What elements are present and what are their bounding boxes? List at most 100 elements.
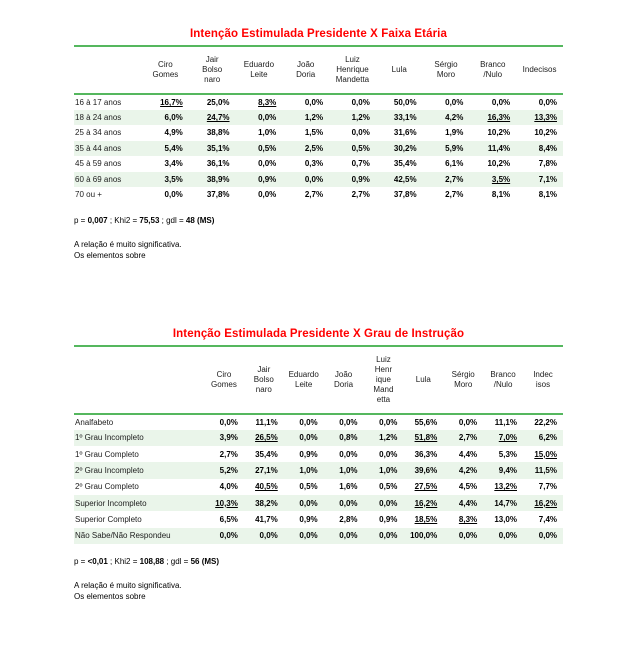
- value-cell: 5,2%: [219, 466, 238, 476]
- value-cell: 0,0%: [258, 159, 277, 169]
- row-label: Analfabeto: [75, 417, 114, 427]
- value-cell: 100,0%: [410, 531, 438, 541]
- value-cell: 16,2%: [534, 498, 557, 508]
- value-cell: 35,1%: [206, 143, 230, 153]
- value-cell: 37,8%: [206, 190, 230, 200]
- note-significance: A relação é muito significativa.: [74, 239, 182, 249]
- column-header: João Doria: [334, 369, 354, 389]
- value-cell: 0,5%: [379, 482, 398, 492]
- value-cell: 18,5%: [414, 514, 438, 524]
- value-cell: 41,7%: [255, 514, 278, 524]
- value-cell: 0,0%: [351, 128, 370, 138]
- value-cell: 0,0%: [339, 417, 358, 427]
- value-cell: 1,0%: [299, 466, 318, 476]
- table-row: Não Sabe/Não Respondeu 0,0% 0,0% 0,0% 0,0% 0,…: [74, 527, 563, 544]
- value-cell: 4,9%: [164, 128, 183, 138]
- value-cell: 26,5%: [255, 433, 278, 443]
- notes-grau-instrucao: A relação é muito significativa. Os elem…: [74, 580, 563, 603]
- value-cell: 38,9%: [206, 174, 230, 184]
- row-label: 1º Grau Completo: [75, 449, 139, 459]
- value-cell: 0,0%: [379, 498, 398, 508]
- value-cell: 8,4%: [538, 143, 557, 153]
- table-row: 35 à 44 anos 5,4% 35,1% 0,5% 2,5% 0,5% 30,2% 5,…: [74, 140, 563, 156]
- stat-value: 56: [190, 556, 200, 566]
- value-cell: 6,0%: [164, 112, 183, 122]
- value-cell: 11,4%: [487, 143, 511, 153]
- value-cell: 0,0%: [299, 498, 318, 508]
- value-cell: 8,3%: [258, 97, 277, 107]
- value-cell: 3,5%: [164, 174, 183, 184]
- row-label: 60 à 69 anos: [75, 174, 122, 184]
- note-elements: Os elementos sobre: [74, 592, 146, 602]
- value-cell: 1,5%: [304, 128, 324, 138]
- value-cell: 25,0%: [206, 97, 230, 107]
- value-cell: 0,0%: [299, 417, 318, 427]
- value-cell: 36,3%: [414, 449, 438, 459]
- value-cell: 0,0%: [339, 531, 358, 541]
- table-row: Analfabeto 0,0% 11,1% 0,0% 0,0% 0,0% 55,6% 0,0%…: [74, 414, 563, 430]
- section-faixa-etaria: Intenção Estimulada Presidente X Faixa E…: [74, 0, 563, 262]
- value-cell: 7,1%: [538, 174, 557, 184]
- value-cell: 2,5%: [304, 143, 324, 153]
- column-header: João Doria: [296, 60, 316, 79]
- value-cell: 6,5%: [219, 514, 238, 524]
- corner-cell: [74, 46, 142, 94]
- value-cell: 1,9%: [445, 128, 464, 138]
- value-cell: 0,5%: [299, 482, 318, 492]
- value-cell: 38,2%: [255, 498, 278, 508]
- value-cell: 15,0%: [534, 449, 557, 459]
- note-significance: A relação é muito significativa.: [74, 580, 182, 590]
- value-cell: 8,1%: [538, 190, 557, 200]
- value-cell: 0,9%: [351, 174, 370, 184]
- column-header: Eduardo Leite: [288, 369, 319, 389]
- row-label: 70 ou +: [75, 190, 102, 200]
- value-cell: 22,2%: [534, 417, 557, 427]
- value-cell: 7,8%: [538, 159, 557, 169]
- value-cell: 0,0%: [458, 531, 478, 541]
- stat-value: (MS): [199, 556, 220, 566]
- stat-text: ; Khi2 =: [107, 556, 140, 566]
- value-cell: 1,0%: [379, 466, 398, 476]
- row-label: Superior Completo: [75, 514, 142, 524]
- value-cell: 16,2%: [414, 498, 438, 508]
- row-label: 25 à 34 anos: [75, 128, 122, 138]
- value-cell: 0,0%: [304, 174, 324, 184]
- row-label: 35 à 44 anos: [75, 143, 122, 153]
- stat-value: 0,007: [87, 215, 108, 225]
- column-header: Branco/Nulo: [490, 369, 516, 389]
- value-cell: 2,7%: [458, 433, 478, 443]
- value-cell: 51,8%: [414, 433, 438, 443]
- value-cell: 0,0%: [498, 531, 517, 541]
- header-row: Ciro Gomes Jair Bolso naro Eduardo Leite João Do…: [74, 46, 563, 94]
- stat-value: 108,88: [139, 556, 165, 566]
- table-header: Ciro Gomes Jair Bolso naro Eduardo Leite João Do…: [74, 46, 563, 94]
- value-cell: 1,2%: [379, 433, 398, 443]
- value-cell: 13,2%: [494, 482, 517, 492]
- value-cell: 33,1%: [393, 112, 417, 122]
- crosstab-grau-instrucao: Ciro Gomes Jair Bolso naro Eduardo Leite João Do…: [74, 344, 563, 544]
- value-cell: 7,7%: [538, 482, 557, 492]
- stats-line-grau-instrucao: p = <0,01 ; Khi2 = 108,88 ; gdl = 56 (MS…: [74, 557, 563, 566]
- column-header: Jair Bolso naro: [202, 55, 223, 84]
- value-cell: 6,1%: [445, 159, 464, 169]
- value-cell: 0,9%: [379, 514, 398, 524]
- value-cell: 35,4%: [255, 449, 278, 459]
- value-cell: 5,4%: [164, 143, 183, 153]
- column-header: Sérgio Moro: [451, 369, 475, 389]
- value-cell: 27,5%: [414, 482, 438, 492]
- header-row: Ciro Gomes Jair Bolso naro Eduardo Leite João Do…: [74, 346, 563, 414]
- value-cell: 10,2%: [534, 128, 557, 138]
- value-cell: 35,4%: [393, 159, 417, 169]
- column-header: Sérgio Moro: [434, 60, 458, 79]
- row-label: 16 à 17 anos: [75, 97, 122, 107]
- section-grau-instrucao: Intenção Estimulada Presidente X Grau de…: [74, 328, 563, 603]
- table-row: 2º Grau Incompleto 5,2% 27,1% 1,0% 1,0% 1,0% 3…: [74, 462, 563, 479]
- value-cell: 42,5%: [393, 174, 417, 184]
- value-cell: 0,0%: [304, 97, 324, 107]
- table-title-grau-instrucao: Intenção Estimulada Presidente X Grau de…: [172, 327, 465, 340]
- table-row: 16 à 17 anos 16,7% 25,0% 8,3% 0,0% 0,0% 50,0% 0…: [74, 94, 563, 110]
- value-cell: 36,1%: [206, 159, 230, 169]
- value-cell: 5,9%: [445, 143, 464, 153]
- column-header: Lula: [415, 374, 431, 384]
